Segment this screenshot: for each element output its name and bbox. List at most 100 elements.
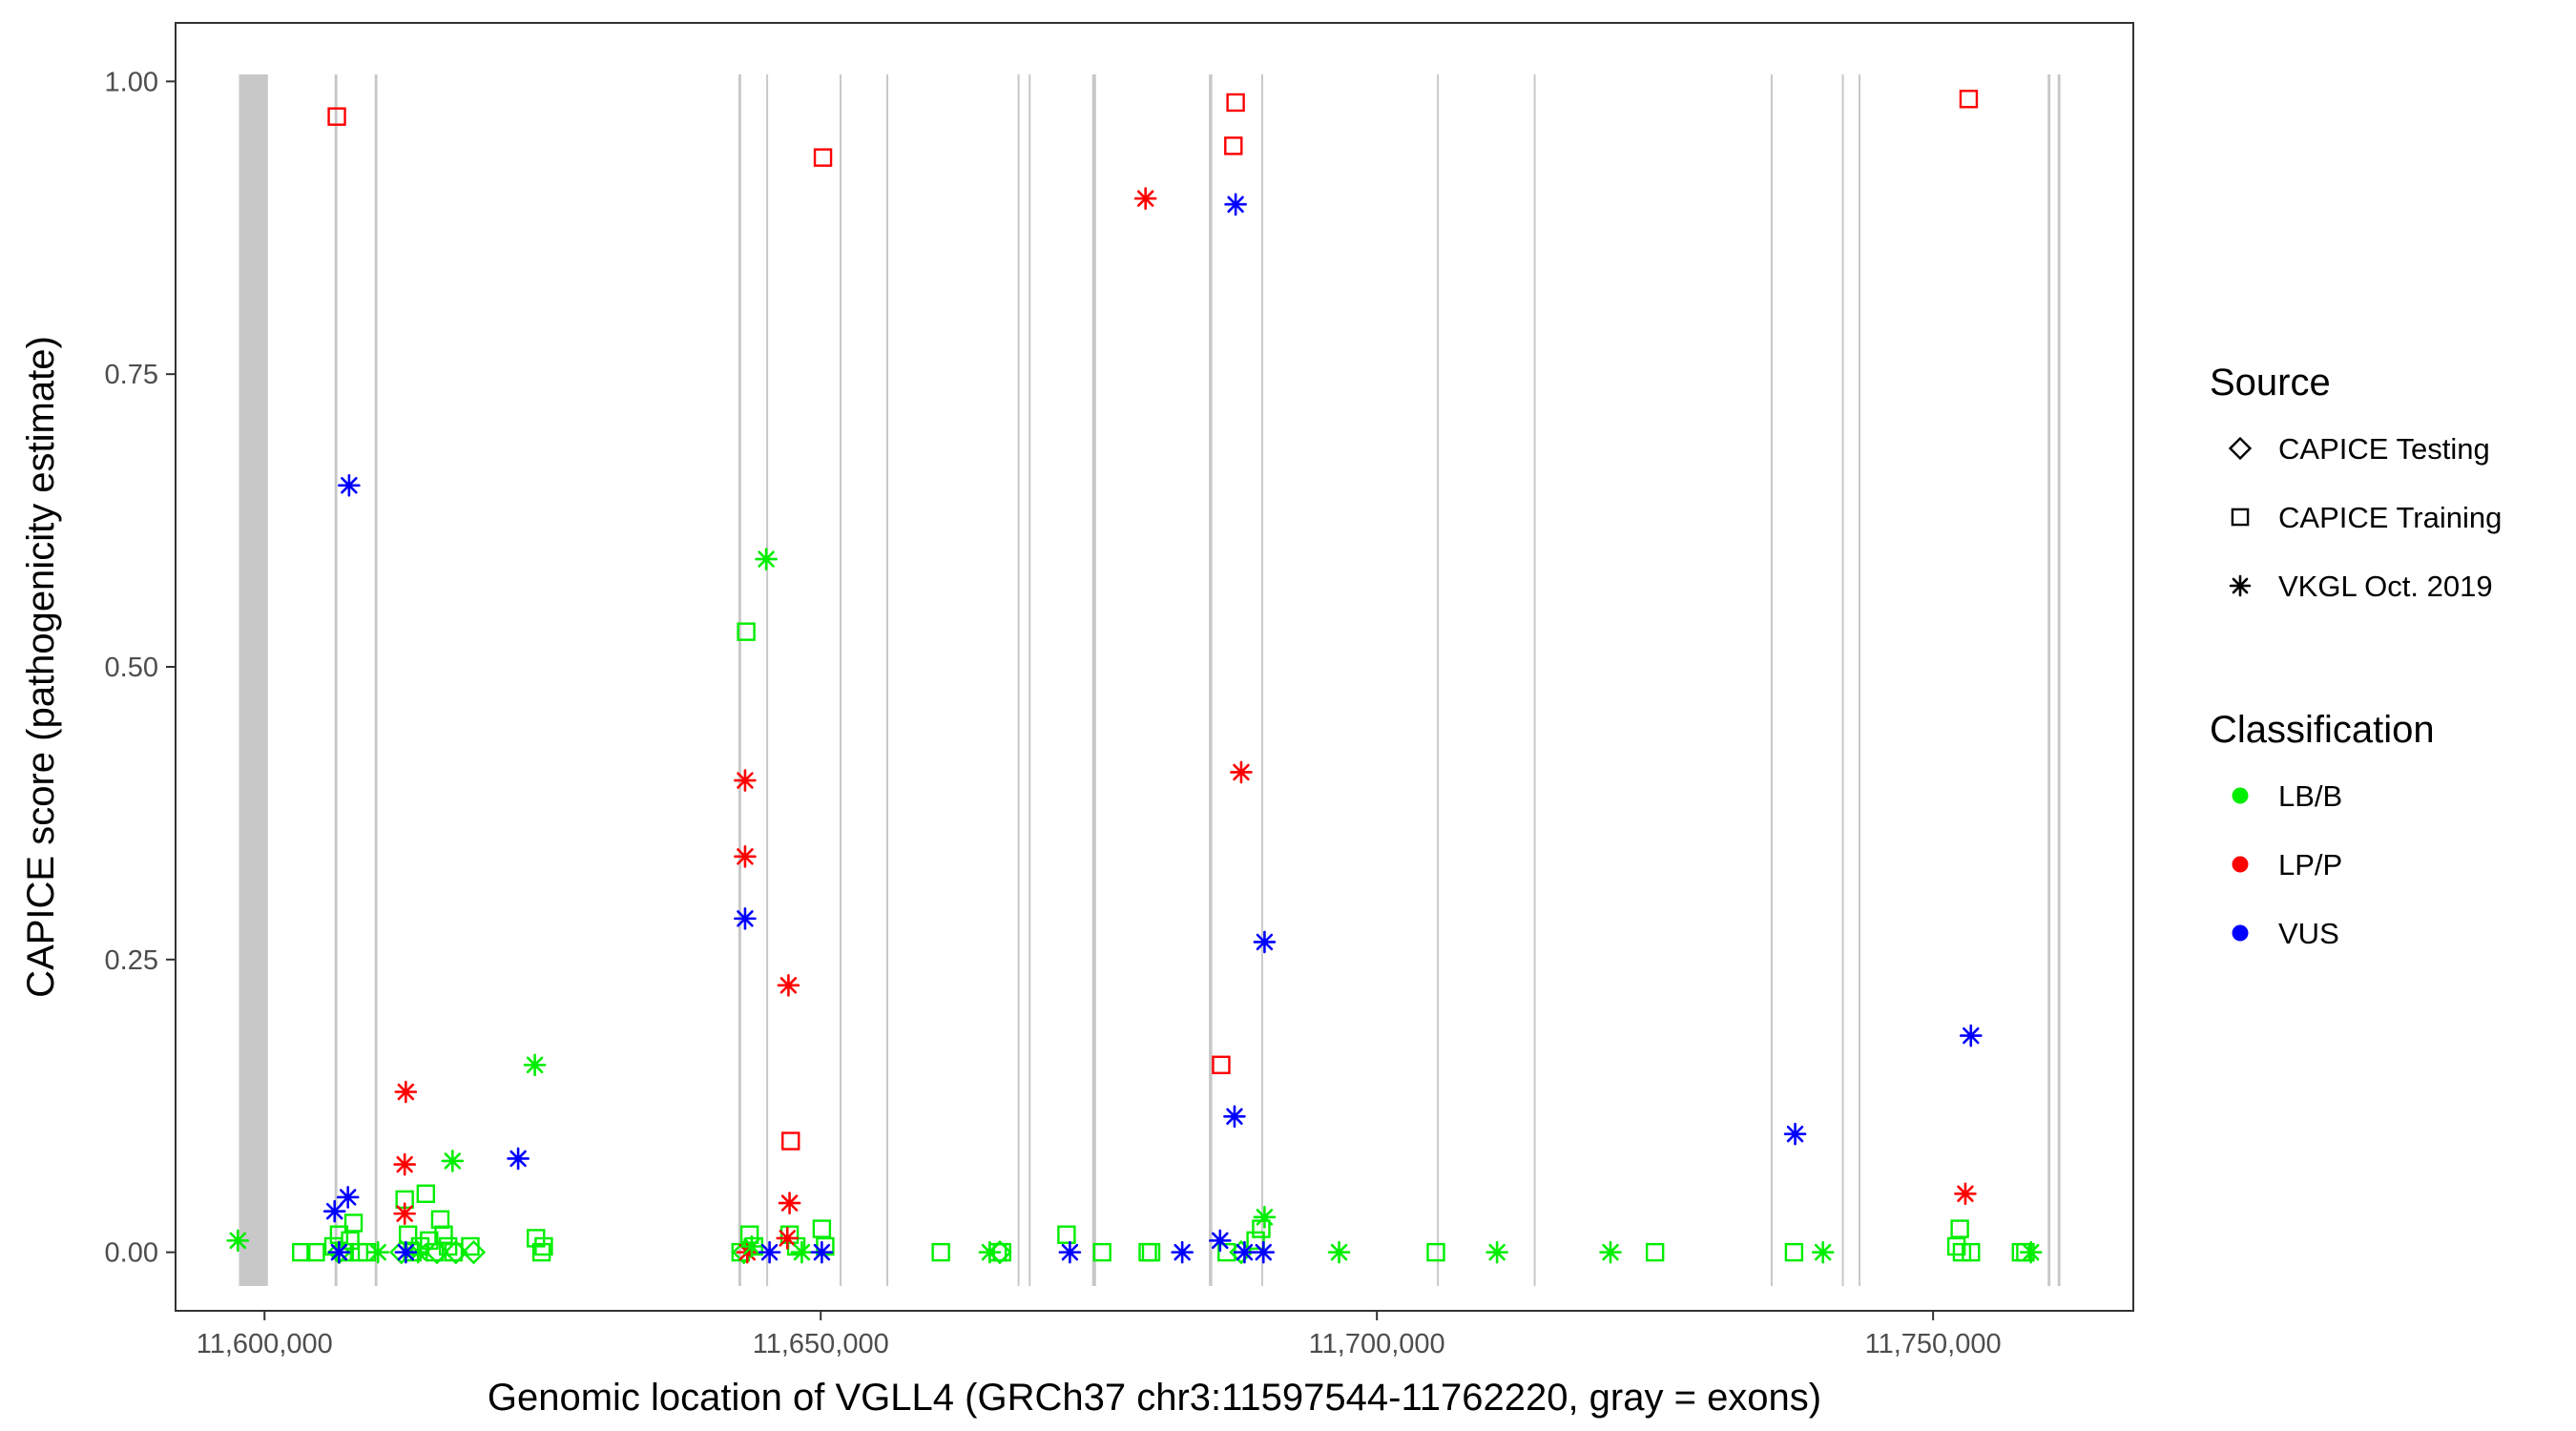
data-point (1959, 90, 1979, 109)
data-point (1208, 1229, 1232, 1253)
legend-label: LB/B (2278, 779, 2342, 813)
legend-label: VKGL Oct. 2019 (2278, 570, 2493, 603)
data-point (1327, 1240, 1351, 1264)
legend-label: LP/P (2278, 848, 2342, 881)
x-tick-label: 11,650,000 (753, 1329, 889, 1359)
exon-band (1770, 74, 1773, 1286)
x-tick-label: 11,700,000 (1309, 1329, 1445, 1359)
data-point (394, 1240, 418, 1264)
data-point (1092, 1242, 1111, 1262)
exon-band (840, 74, 842, 1286)
data-point (1946, 1236, 1966, 1256)
data-point (393, 1202, 416, 1225)
exon-band (1017, 74, 1020, 1286)
exon-bands (239, 74, 2061, 1286)
data-point (1950, 1219, 1969, 1238)
data-point (810, 1240, 834, 1264)
exon-band (1209, 74, 1213, 1286)
data-point (1223, 1105, 1246, 1129)
data-point (444, 1239, 468, 1265)
data-point (1784, 1242, 1804, 1262)
y-axis-title: CAPICE score (pathogenicity estimate) (20, 336, 62, 998)
x-axis-title: Genomic location of VGLL4 (GRCh37 chr3:1… (488, 1377, 1821, 1419)
data-point (813, 148, 833, 167)
legend-key-dot (2232, 856, 2249, 873)
data-point (336, 1186, 360, 1209)
data-point (1212, 1055, 1231, 1074)
data-point (777, 974, 800, 997)
data-point (755, 548, 778, 570)
data-point (1599, 1240, 1622, 1264)
data-point (1253, 930, 1277, 954)
data-point (430, 1210, 450, 1229)
data-point (425, 1239, 449, 1265)
legend-label: VUS (2278, 917, 2339, 950)
data-point (394, 1080, 418, 1104)
exon-band (886, 74, 889, 1286)
data-point (1959, 1024, 1983, 1047)
data-point (531, 1242, 551, 1262)
legend-key-dot (2232, 787, 2249, 804)
legend-key-diamond (2228, 436, 2253, 461)
data-point (1485, 1240, 1508, 1264)
exon-band (737, 74, 741, 1286)
y-tick-label: 0.50 (105, 653, 158, 683)
data-point (790, 1240, 814, 1264)
exon-band (374, 74, 378, 1286)
data-point (779, 1225, 800, 1244)
exon-band (334, 74, 338, 1286)
data-point (740, 1234, 763, 1258)
y-tick-label: 0.00 (105, 1238, 158, 1269)
data-point (441, 1150, 465, 1172)
data-point (398, 1225, 418, 1244)
data-point (734, 845, 757, 868)
data-point (812, 1219, 832, 1238)
legend: Source Classification CAPICE Testing CAPI… (2210, 362, 2502, 950)
data-point (758, 1240, 781, 1264)
y-tick-label: 1.00 (105, 67, 158, 97)
data-point (1962, 1242, 1981, 1262)
data-point (931, 1242, 950, 1262)
data-point (534, 1236, 553, 1256)
exon-band (2047, 74, 2051, 1286)
data-point (1058, 1240, 1082, 1264)
data-points (226, 90, 2043, 1265)
data-point (1811, 1240, 1835, 1264)
data-point (1226, 93, 1245, 113)
data-point (737, 622, 756, 641)
data-point (393, 1152, 416, 1176)
y-tick-label: 0.25 (105, 945, 158, 976)
data-point (1233, 1240, 1257, 1264)
data-point (343, 1213, 364, 1233)
data-point (366, 1240, 389, 1264)
exon-band (239, 74, 268, 1286)
data-point (406, 1240, 429, 1264)
legend-key-square (2231, 508, 2250, 527)
data-point (226, 1229, 250, 1253)
legend-title-source: Source (2210, 362, 2331, 404)
x-tick-label: 11,600,000 (197, 1329, 333, 1359)
data-point (1252, 1240, 1276, 1264)
plot-panel-border (175, 22, 2134, 1312)
data-point (1230, 760, 1253, 784)
legend-label: CAPICE Training (2278, 501, 2502, 534)
exon-band (1533, 74, 1536, 1286)
data-point (416, 1184, 436, 1203)
data-point (1954, 1182, 1977, 1206)
data-point (778, 1192, 801, 1214)
exon-band (766, 74, 769, 1286)
data-point (1253, 1206, 1277, 1229)
data-point (1133, 187, 1157, 210)
data-point (327, 107, 346, 126)
data-point (1141, 1242, 1161, 1262)
data-point (1057, 1225, 1076, 1244)
data-point (322, 1199, 346, 1223)
data-point (306, 1242, 325, 1262)
legend-label: CAPICE Testing (2278, 432, 2490, 466)
data-point (1645, 1242, 1665, 1262)
exon-band (1028, 74, 1031, 1286)
data-point (434, 1225, 453, 1244)
exon-band (1841, 74, 1844, 1286)
data-point (327, 1240, 351, 1264)
exon-band (1260, 74, 1263, 1286)
